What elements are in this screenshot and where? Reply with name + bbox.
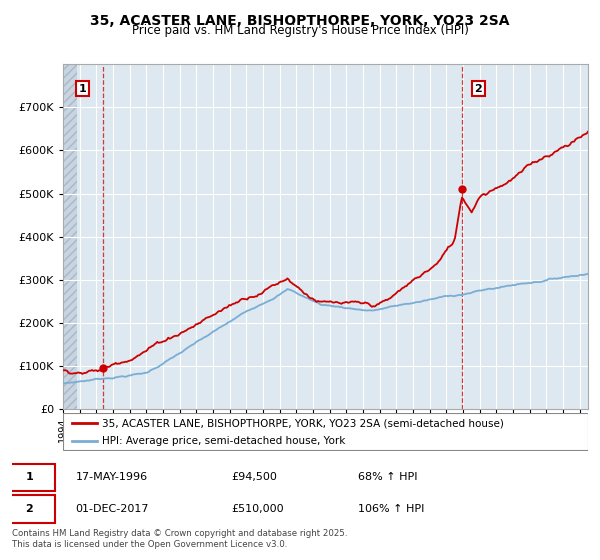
- Text: 2: 2: [25, 504, 33, 514]
- Bar: [63, 64, 77, 409]
- Text: 1: 1: [25, 473, 33, 483]
- Text: 68% ↑ HPI: 68% ↑ HPI: [358, 473, 417, 483]
- FancyBboxPatch shape: [4, 464, 55, 491]
- Text: 1: 1: [79, 83, 86, 94]
- Text: 17-MAY-1996: 17-MAY-1996: [76, 473, 148, 483]
- FancyBboxPatch shape: [63, 413, 588, 450]
- Text: 106% ↑ HPI: 106% ↑ HPI: [358, 504, 424, 514]
- Text: 01-DEC-2017: 01-DEC-2017: [76, 504, 149, 514]
- Text: Contains HM Land Registry data © Crown copyright and database right 2025.
This d: Contains HM Land Registry data © Crown c…: [12, 529, 347, 549]
- Text: £510,000: £510,000: [231, 504, 284, 514]
- Text: Price paid vs. HM Land Registry's House Price Index (HPI): Price paid vs. HM Land Registry's House …: [131, 24, 469, 37]
- Text: 35, ACASTER LANE, BISHOPTHORPE, YORK, YO23 2SA: 35, ACASTER LANE, BISHOPTHORPE, YORK, YO…: [90, 14, 510, 28]
- FancyBboxPatch shape: [4, 496, 55, 522]
- Text: 35, ACASTER LANE, BISHOPTHORPE, YORK, YO23 2SA (semi-detached house): 35, ACASTER LANE, BISHOPTHORPE, YORK, YO…: [103, 418, 504, 428]
- Text: 2: 2: [475, 83, 482, 94]
- Text: HPI: Average price, semi-detached house, York: HPI: Average price, semi-detached house,…: [103, 436, 346, 446]
- Text: £94,500: £94,500: [231, 473, 277, 483]
